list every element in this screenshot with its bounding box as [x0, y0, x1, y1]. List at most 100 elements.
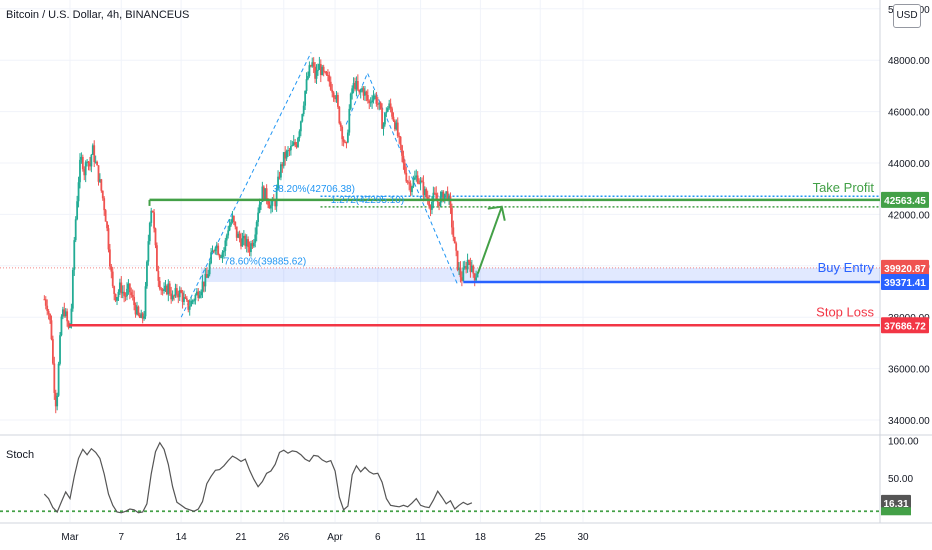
current-price-tag: 39920.87: [884, 264, 926, 275]
time-tick-label: 26: [278, 532, 290, 543]
candle-body: [248, 247, 251, 253]
time-axis[interactable]: Mar 7 14 21 26 Apr 6 11 18 25 30: [61, 532, 589, 543]
candle-body: [463, 266, 466, 269]
time-tick-label: 6: [375, 532, 381, 543]
candle-body: [368, 100, 371, 104]
candle-body: [445, 191, 448, 194]
candle-body: [213, 250, 215, 252]
price-tick-label: 44000.00: [888, 159, 930, 170]
candle-body: [207, 274, 210, 278]
main-pane[interactable]: Take Profit Buy Entry Stop Loss 78.60%(3988…: [0, 52, 880, 414]
candle-body: [375, 95, 378, 104]
take-profit-price-tag-bg: [881, 191, 929, 208]
candle-body: [141, 313, 144, 319]
candle-body: [234, 221, 237, 227]
currency-button[interactable]: USD: [893, 4, 921, 28]
candle-body: [52, 339, 54, 364]
candle-body: [278, 176, 281, 178]
candle-body: [183, 297, 185, 302]
candle-body: [382, 124, 385, 129]
candle-body: [459, 267, 462, 278]
candle-body: [173, 295, 175, 297]
candle-body: [136, 306, 138, 315]
time-tick-label: 11: [415, 532, 426, 543]
candle-body: [154, 228, 157, 246]
candle-body: [342, 139, 345, 142]
candle-body: [103, 198, 106, 211]
candle-body: [228, 225, 231, 231]
candle-body: [247, 239, 250, 248]
candle-body: [301, 114, 304, 122]
buy-entry-price-tag-bg: [881, 273, 929, 290]
candle-body: [133, 296, 136, 306]
candle-body: [148, 222, 151, 242]
candle-body: [388, 103, 391, 109]
price-tick-label: 48000.00: [888, 56, 930, 67]
candle-body: [163, 289, 165, 291]
candle-body: [168, 283, 171, 294]
candle-body: [171, 295, 174, 300]
price-tick-label: 36000.00: [888, 365, 930, 376]
candle-body: [455, 243, 458, 251]
candle-body: [131, 295, 134, 297]
candle-body: [137, 306, 140, 315]
candle-body: [379, 102, 382, 109]
fib-label: 1.272(42295.10): [331, 195, 404, 206]
candle-body: [250, 243, 252, 253]
candle-body: [344, 141, 346, 143]
stop-loss-label: Stop Loss: [816, 304, 874, 319]
time-tick-label: Apr: [327, 532, 343, 543]
price-axis[interactable]: 34000.0036000.0038000.0040000.0042000.00…: [881, 5, 930, 516]
candle-body: [264, 188, 267, 200]
candle-body: [284, 152, 287, 159]
candle-body: [456, 250, 459, 271]
candle-body: [281, 164, 284, 167]
candle-body: [205, 274, 208, 278]
candle-body: [158, 280, 161, 289]
candle-body: [297, 138, 299, 147]
stoch-pane[interactable]: Stoch: [0, 441, 880, 514]
candle-body: [184, 297, 187, 299]
candle-body: [441, 191, 443, 196]
candle-body: [422, 181, 425, 196]
candle-body: [113, 286, 116, 294]
candle-body: [366, 95, 369, 101]
candle-body: [74, 219, 77, 241]
stop-loss-price-tag-bg: [881, 317, 929, 334]
candle-body: [157, 271, 160, 281]
candle-body: [203, 281, 205, 287]
candle-body: [304, 90, 307, 106]
candle-body: [288, 150, 291, 152]
candle-body: [215, 245, 218, 249]
candle-body: [104, 210, 107, 222]
candle-body: [59, 335, 61, 364]
candle-body: [416, 175, 419, 184]
candle-body: [374, 95, 376, 97]
candle-body: [473, 273, 476, 281]
candle-body: [67, 321, 70, 328]
candle-body: [331, 89, 334, 93]
buy-entry-label: Buy Entry: [818, 260, 875, 275]
candle-body: [53, 363, 56, 393]
candle-body: [43, 299, 46, 301]
candle-body: [285, 151, 288, 159]
candle-body: [200, 291, 202, 296]
candle-body: [164, 285, 167, 290]
candle-body: [120, 282, 123, 294]
candle-body: [238, 233, 241, 239]
candle-body: [458, 267, 460, 271]
chart-title: Bitcoin / U.S. Dollar, 4h, BINANCEUS: [6, 9, 190, 21]
candle-body: [391, 108, 393, 117]
candle-body: [235, 226, 238, 238]
candle-body: [345, 142, 348, 144]
candle-body: [60, 316, 63, 336]
candle-body: [80, 156, 83, 160]
candle-body: [231, 215, 234, 223]
candle-body: [237, 233, 240, 238]
candle-body: [298, 131, 301, 139]
candle-body: [329, 81, 332, 90]
candle-body: [452, 227, 455, 237]
candle-body: [385, 111, 388, 114]
candle-body: [254, 234, 257, 243]
